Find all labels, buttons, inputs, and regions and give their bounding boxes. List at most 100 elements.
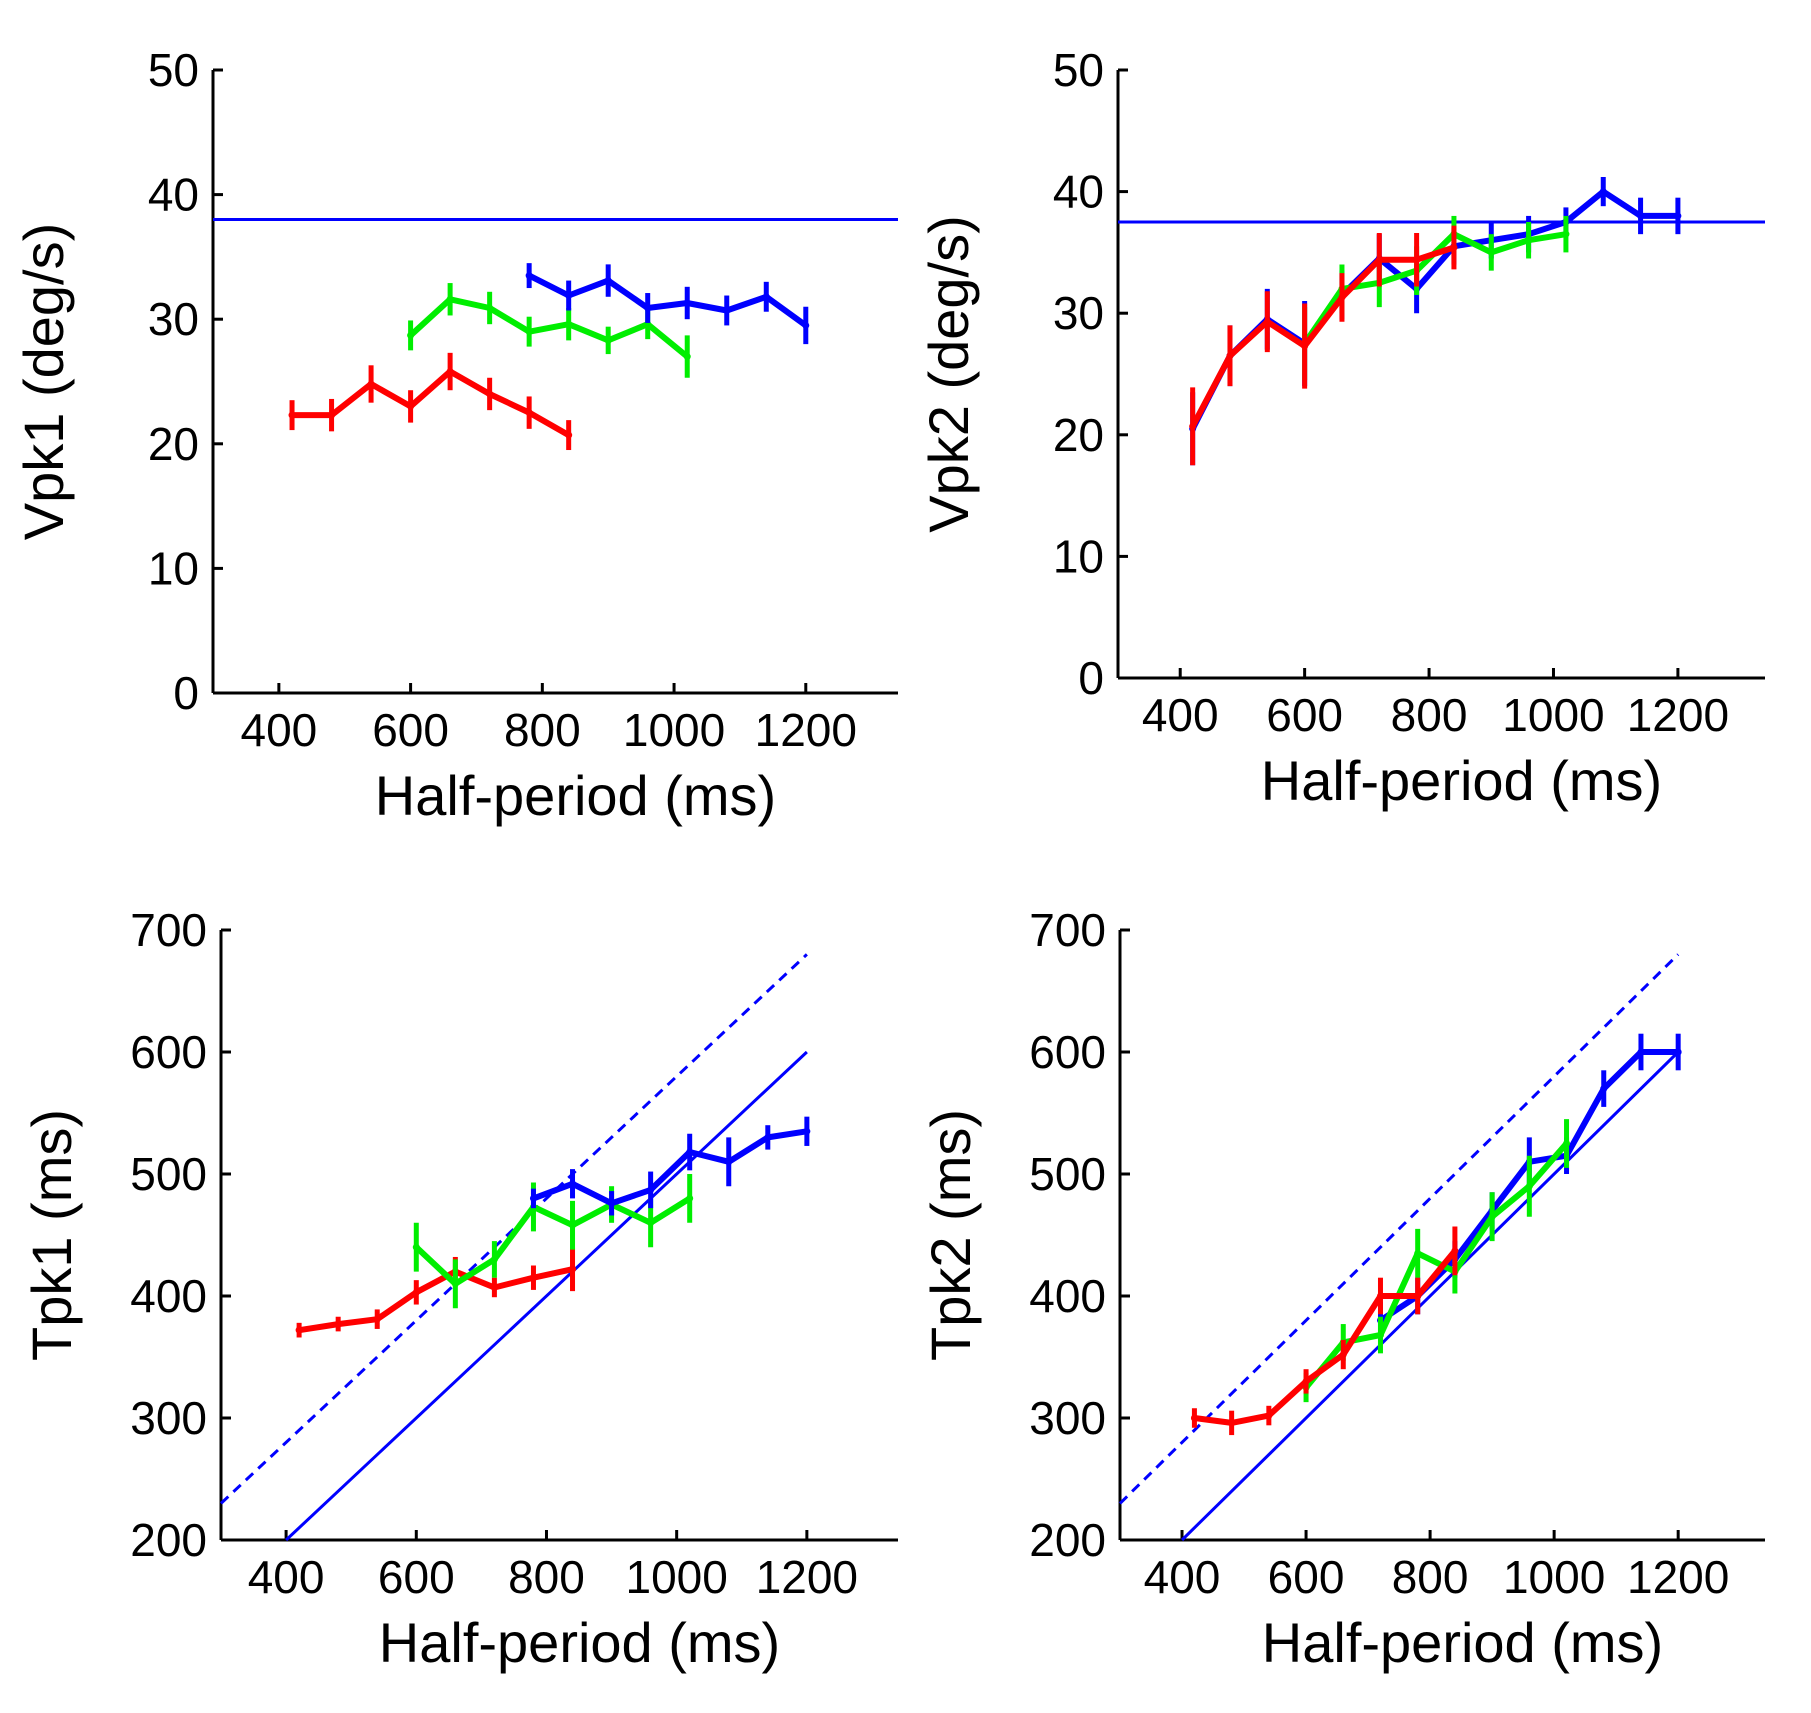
tpk2-y-axis-title: Tpk2 (ms) bbox=[919, 1109, 982, 1361]
vpk1-series-green-point bbox=[565, 320, 573, 328]
tpk2-series-blue-point bbox=[1674, 1048, 1682, 1056]
tpk2-series-green-point bbox=[1563, 1140, 1571, 1147]
vpk2-x-tick-label: 600 bbox=[1266, 689, 1343, 741]
vpk1-y-axis-title: Vpk1 (deg/s) bbox=[12, 223, 75, 541]
vpk1-series-green-point bbox=[525, 328, 533, 336]
tpk1-identity-solid-line bbox=[285, 1050, 808, 1542]
vpk1-series-blue-point bbox=[525, 272, 533, 280]
vpk1-series-red-point bbox=[288, 411, 296, 419]
vpk2-y-tick-label: 40 bbox=[1053, 166, 1104, 218]
vpk2-x-tick-label: 800 bbox=[1391, 689, 1468, 741]
vpk1-y-tick-label: 10 bbox=[148, 542, 199, 594]
panel-tpk2-chart: 200 300 400 500 600 700 400 600 800 1000 1200 Half-… bbox=[919, 904, 1765, 1674]
vpk1-series-blue-point bbox=[802, 321, 810, 329]
vpk2-series-blue-point bbox=[1599, 188, 1607, 196]
tpk1-x-axis-title: Half-period (ms) bbox=[379, 1611, 780, 1674]
vpk1-x-tick-label: 400 bbox=[240, 704, 317, 756]
tpk2-y-tick-label: 200 bbox=[1029, 1514, 1106, 1566]
tpk2-series-red-line bbox=[1191, 1247, 1458, 1426]
tpk1-series-green-line bbox=[413, 1195, 693, 1287]
tpk1-series-blue-point bbox=[803, 1127, 811, 1135]
tpk1-series-blue-point bbox=[647, 1186, 655, 1194]
tpk1-x-tick-label: 600 bbox=[378, 1551, 455, 1603]
tpk1-series-blue-point bbox=[686, 1148, 694, 1156]
tpk2-identity-solid-line bbox=[1180, 1050, 1680, 1542]
tpk1-x-tick-label: 1200 bbox=[756, 1551, 858, 1603]
tpk1-series-blue-point bbox=[569, 1180, 577, 1188]
vpk2-y-axis-title: Vpk2 (deg/s) bbox=[917, 215, 980, 533]
vpk1-series-green-point bbox=[486, 304, 494, 312]
tpk1-series-red-point bbox=[373, 1315, 381, 1323]
tpk1-y-tick-label: 300 bbox=[130, 1392, 207, 1444]
vpk2-x-tick-label: 1000 bbox=[1502, 689, 1604, 741]
tpk1-series-red-point bbox=[412, 1288, 420, 1296]
tpk1-y-tick-label: 600 bbox=[130, 1026, 207, 1078]
tpk2-series-red-point bbox=[1302, 1377, 1310, 1385]
vpk2-y-tick-label: 20 bbox=[1053, 409, 1104, 461]
vpk1-series-blue-point bbox=[723, 306, 731, 314]
tpk2-series-green-point bbox=[1488, 1213, 1496, 1221]
vpk1-series-red-point bbox=[525, 409, 533, 417]
vpk2-series-red-line bbox=[1189, 244, 1457, 430]
vpk2-series-blue-point bbox=[1637, 212, 1645, 220]
tpk2-series-red-point bbox=[1265, 1412, 1273, 1420]
vpk1-series-green-point bbox=[683, 353, 691, 361]
vpk1-x-tick-label: 600 bbox=[372, 704, 449, 756]
tpk1-identity-dashed-line bbox=[219, 953, 808, 1505]
vpk1-series-green-point bbox=[446, 295, 454, 303]
vpk1-y-tick-label: 0 bbox=[173, 667, 199, 719]
tpk1-series-green-point bbox=[647, 1219, 655, 1227]
vpk1-series-blue-line bbox=[526, 272, 809, 329]
vpk2-series-blue-point bbox=[1674, 212, 1682, 220]
tpk2-series-red-point bbox=[1451, 1247, 1459, 1255]
vpk1-series-red-line bbox=[289, 368, 572, 439]
tpk1-x-tick-label: 1000 bbox=[626, 1551, 728, 1603]
vpk2-x-axis-title: Half-period (ms) bbox=[1261, 749, 1662, 812]
tpk1-x-tick-label: 400 bbox=[248, 1551, 325, 1603]
vpk1-series-blue-point bbox=[604, 277, 612, 285]
tpk1-x-tick-label: 800 bbox=[508, 1551, 585, 1603]
vpk2-series-green-point bbox=[1487, 248, 1495, 256]
tpk1-series-green-point bbox=[490, 1255, 498, 1263]
vpk1-y-tick-label: 20 bbox=[148, 418, 199, 470]
tpk2-y-tick-label: 700 bbox=[1029, 904, 1106, 956]
vpk2-series-green-point bbox=[1562, 230, 1570, 238]
panel-vpk1-chart: 0 10 20 30 40 50 400 600 800 1000 1200 Half-period … bbox=[12, 44, 898, 827]
tpk1-series-red-point bbox=[490, 1283, 498, 1291]
vpk1-series-green-point bbox=[407, 331, 415, 339]
vpk2-series-red-point bbox=[1450, 244, 1458, 252]
tpk2-series-red-point bbox=[1190, 1414, 1198, 1422]
vpk2-y-tick-label: 50 bbox=[1053, 44, 1104, 96]
vpk2-x-tick-label: 400 bbox=[1142, 689, 1219, 741]
vpk1-series-green-point bbox=[604, 336, 612, 344]
vpk1-series-red-point bbox=[367, 380, 375, 388]
vpk1-y-tick-label: 50 bbox=[148, 44, 199, 96]
vpk1-series-red-point bbox=[486, 390, 494, 398]
tpk1-series-green-point bbox=[451, 1280, 459, 1288]
panel-tpk1-chart: 200 300 400 500 600 700 400 600 800 1000 1200 Half-… bbox=[20, 904, 898, 1674]
tpk2-x-tick-label: 400 bbox=[1144, 1551, 1221, 1603]
vpk2-y-tick-label: 0 bbox=[1078, 652, 1104, 704]
vpk1-series-blue-point bbox=[644, 304, 652, 312]
tpk1-series-blue-line bbox=[530, 1128, 810, 1207]
vpk2-series-red-point bbox=[1375, 256, 1383, 264]
vpk1-series-red-point bbox=[565, 431, 573, 439]
vpk2-series-red-point bbox=[1338, 293, 1346, 301]
tpk1-y-tick-label: 400 bbox=[130, 1270, 207, 1322]
tpk2-x-tick-label: 1000 bbox=[1503, 1551, 1605, 1603]
tpk1-series-green-point bbox=[686, 1194, 694, 1202]
vpk1-series-red-point bbox=[328, 411, 336, 419]
vpk1-x-tick-label: 1000 bbox=[623, 704, 725, 756]
tpk2-y-tick-label: 400 bbox=[1029, 1270, 1106, 1322]
tpk1-series-blue-point bbox=[529, 1194, 537, 1202]
tpk1-y-tick-label: 700 bbox=[130, 904, 207, 956]
tpk2-series-red-point bbox=[1228, 1419, 1236, 1427]
tpk2-series-blue-point bbox=[1637, 1048, 1645, 1056]
tpk2-series-green-point bbox=[1414, 1249, 1422, 1257]
vpk2-y-tick-label: 30 bbox=[1053, 287, 1104, 339]
tpk2-x-tick-label: 600 bbox=[1268, 1551, 1345, 1603]
vpk1-series-blue-point bbox=[565, 292, 573, 300]
tpk1-series-red-point bbox=[295, 1326, 303, 1334]
tpk2-identity-dashed-line bbox=[1118, 953, 1680, 1505]
